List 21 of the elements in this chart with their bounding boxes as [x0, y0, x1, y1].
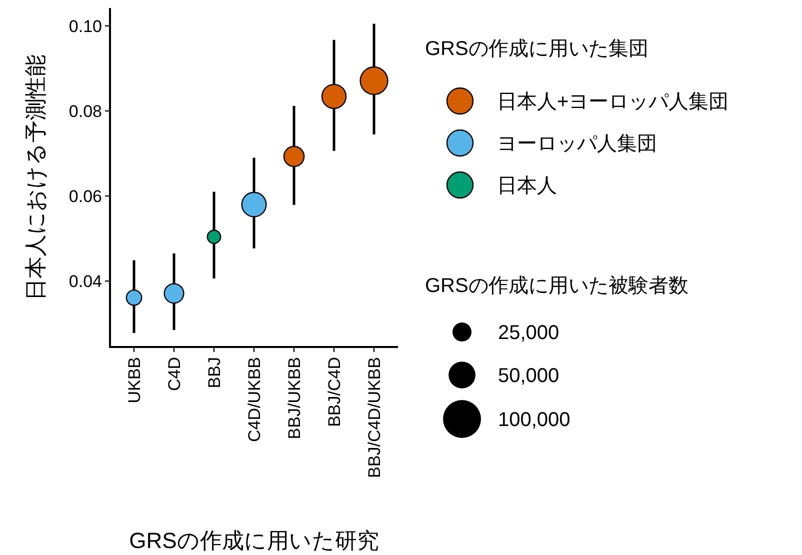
- legend-label: 日本人: [497, 175, 557, 197]
- y-tick-label: 0.04: [68, 272, 102, 292]
- x-tick-label: BBJ/C4D/UKBB: [365, 357, 384, 478]
- legend-label: 25,000: [498, 322, 560, 344]
- legend-label: 日本人+ヨーロッパ人集団: [497, 91, 729, 113]
- legend-title: GRSの作成に用いた集団: [425, 38, 648, 60]
- x-tick-label: C4D: [165, 357, 184, 392]
- x-tick-label: BBJ: [205, 357, 224, 388]
- y-tick-label: 0.08: [68, 102, 102, 121]
- x-tick-label: BBJ/UKBB: [285, 357, 304, 440]
- legend-label: 100,000: [498, 409, 570, 431]
- legend-label: 50,000: [498, 365, 560, 387]
- y-tick-label: 0.06: [68, 187, 102, 206]
- x-axis-title: GRSの作成に用いた研究: [129, 528, 379, 553]
- legend-label: ヨーロッパ人集団: [497, 133, 657, 155]
- x-tick-label: BBJ/C4D: [325, 357, 344, 427]
- x-tick-label: C4D/UKBB: [245, 357, 264, 442]
- x-tick-label: UKBB: [125, 357, 144, 404]
- text: GRSの作成に用いた被験者数: [425, 275, 688, 297]
- y-tick-label: 0.10: [68, 16, 102, 36]
- y-axis-title: 日本人における予測性能: [23, 54, 48, 300]
